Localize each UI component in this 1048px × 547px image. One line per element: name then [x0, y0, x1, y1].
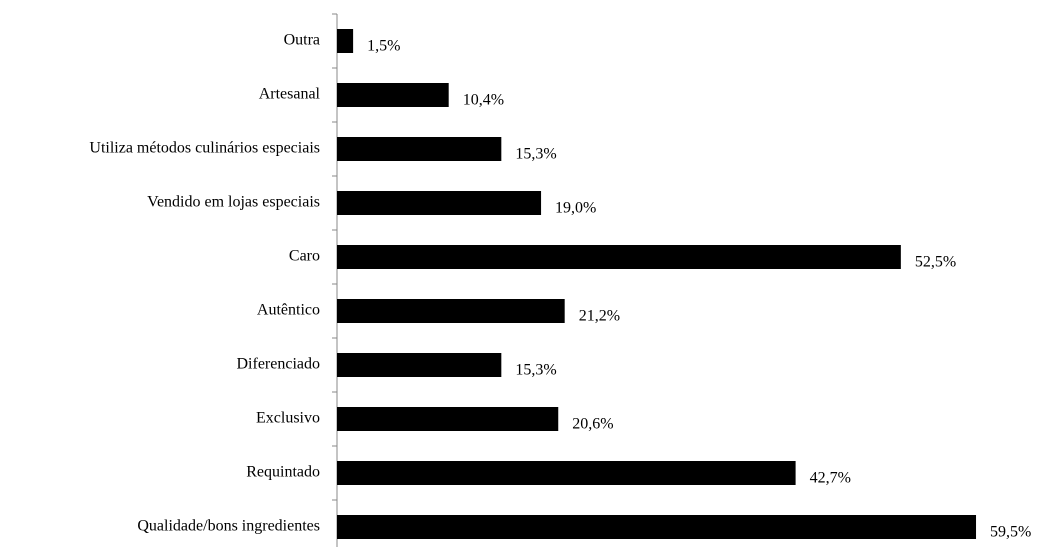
value-label: 42,7% — [810, 470, 851, 487]
bar — [337, 245, 901, 269]
category-label: Exclusivo — [256, 410, 320, 427]
category-label: Caro — [289, 248, 320, 265]
bar — [337, 461, 796, 485]
value-label: 52,5% — [915, 254, 956, 271]
value-label: 15,3% — [515, 146, 556, 163]
value-label: 59,5% — [990, 524, 1031, 541]
value-label: 21,2% — [579, 308, 620, 325]
value-label: 10,4% — [463, 92, 504, 109]
category-label: Requintado — [246, 464, 320, 481]
category-label: Autêntico — [257, 302, 320, 319]
bar — [337, 83, 449, 107]
category-label: Diferenciado — [236, 356, 320, 373]
category-label: Outra — [284, 32, 320, 49]
category-label: Artesanal — [259, 86, 321, 103]
value-label: 15,3% — [515, 362, 556, 379]
value-label: 19,0% — [555, 200, 596, 217]
bar — [337, 29, 354, 53]
value-label: 1,5% — [367, 38, 400, 55]
category-label: Qualidade/bons ingredientes — [137, 518, 320, 535]
bar — [337, 191, 542, 215]
bar — [337, 515, 977, 539]
value-label: 20,6% — [572, 416, 613, 433]
bar — [337, 299, 565, 323]
category-label: Vendido em lojas especiais — [147, 194, 320, 211]
category-label: Utiliza métodos culinários especiais — [89, 140, 320, 157]
bar — [337, 407, 559, 431]
bar — [337, 137, 502, 161]
bar — [337, 353, 502, 377]
